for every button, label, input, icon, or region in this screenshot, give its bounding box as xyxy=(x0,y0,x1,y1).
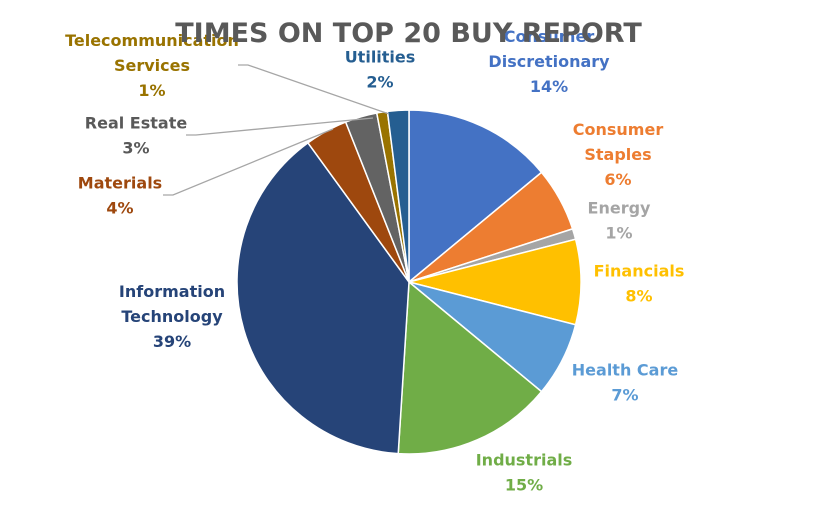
leader-line-materials xyxy=(163,128,334,196)
slice-name-label: Discretionary xyxy=(488,52,610,71)
chart-title: TIMES ON TOP 20 BUY REPORT xyxy=(175,18,642,49)
slice-name-label: Information xyxy=(119,282,225,301)
slice-labels: Consumer Discretionary 14% Consumer Staples 6… xyxy=(65,27,684,495)
slice-value-label: 8% xyxy=(625,287,652,306)
slice-value-label: 1% xyxy=(138,81,165,100)
slice-value-label: 15% xyxy=(505,476,543,495)
slice-value-label: 3% xyxy=(122,139,149,158)
leader-lines xyxy=(163,64,390,196)
slice-label-industrials: Industrials 15% xyxy=(476,451,573,495)
slice-label-energy: Energy 1% xyxy=(588,199,652,243)
slice-label-financials: Financials 8% xyxy=(594,262,685,306)
slice-label-consumer-discretionary: Consumer Discretionary 14% xyxy=(488,27,610,96)
slice-value-label: 4% xyxy=(106,199,133,218)
slice-name-label: Materials xyxy=(78,174,162,193)
pie-slice-industrials xyxy=(397,280,543,455)
slice-name-label: Financials xyxy=(594,262,685,281)
slice-name-label: Real Estate xyxy=(85,114,188,133)
pie-slices xyxy=(236,109,582,455)
slice-name-label: Telecommunication xyxy=(65,31,239,50)
slice-label-consumer-staples: Consumer Staples 6% xyxy=(573,120,664,189)
slice-name-label: Utilities xyxy=(345,48,416,67)
slice-name-label: Energy xyxy=(588,199,652,218)
slice-label-real-estate: Real Estate 3% xyxy=(85,114,188,158)
slice-value-label: 7% xyxy=(611,386,638,405)
slice-value-label: 1% xyxy=(605,224,632,243)
slice-label-utilities: Utilities 2% xyxy=(345,48,416,92)
slice-value-label: 2% xyxy=(366,73,393,92)
pie-slice-information-technology xyxy=(236,141,410,455)
slice-value-label: 14% xyxy=(530,77,568,96)
leader-line-telecommunication-services xyxy=(238,64,390,115)
slice-name-label: Health Care xyxy=(572,361,679,380)
slice-value-label: 6% xyxy=(604,170,631,189)
slice-name-label: Consumer xyxy=(573,120,664,139)
slice-label-materials: Materials 4% xyxy=(78,174,162,218)
slice-name-label: Industrials xyxy=(476,451,573,470)
leader-line-real-estate xyxy=(186,117,374,136)
slice-label-telecommunication-services: Telecommunication Services 1% xyxy=(65,31,239,100)
slice-name-label: Technology xyxy=(121,307,223,326)
slice-name-label: Staples xyxy=(584,145,651,164)
pie-slice-utilities xyxy=(386,109,410,283)
slice-name-label: Services xyxy=(114,56,190,75)
slice-label-information-technology: Information Technology 39% xyxy=(119,282,225,351)
slice-label-health-care: Health Care 7% xyxy=(572,361,679,405)
pie-slice-consumer-discretionary xyxy=(408,109,543,284)
slice-value-label: 39% xyxy=(153,332,191,351)
slice-name-label: Consumer xyxy=(504,27,595,46)
